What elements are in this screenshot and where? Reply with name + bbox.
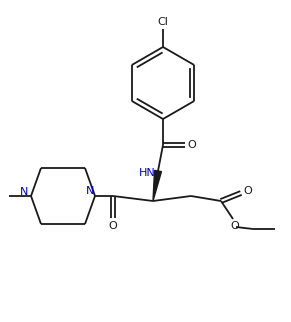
Text: N: N [86, 186, 94, 196]
Text: O: O [244, 186, 252, 196]
Text: O: O [188, 140, 196, 150]
Text: O: O [109, 221, 117, 231]
Text: N: N [20, 187, 28, 197]
Polygon shape [153, 170, 162, 201]
Text: HN: HN [139, 168, 155, 178]
Text: Cl: Cl [157, 17, 168, 27]
Text: O: O [231, 221, 239, 231]
